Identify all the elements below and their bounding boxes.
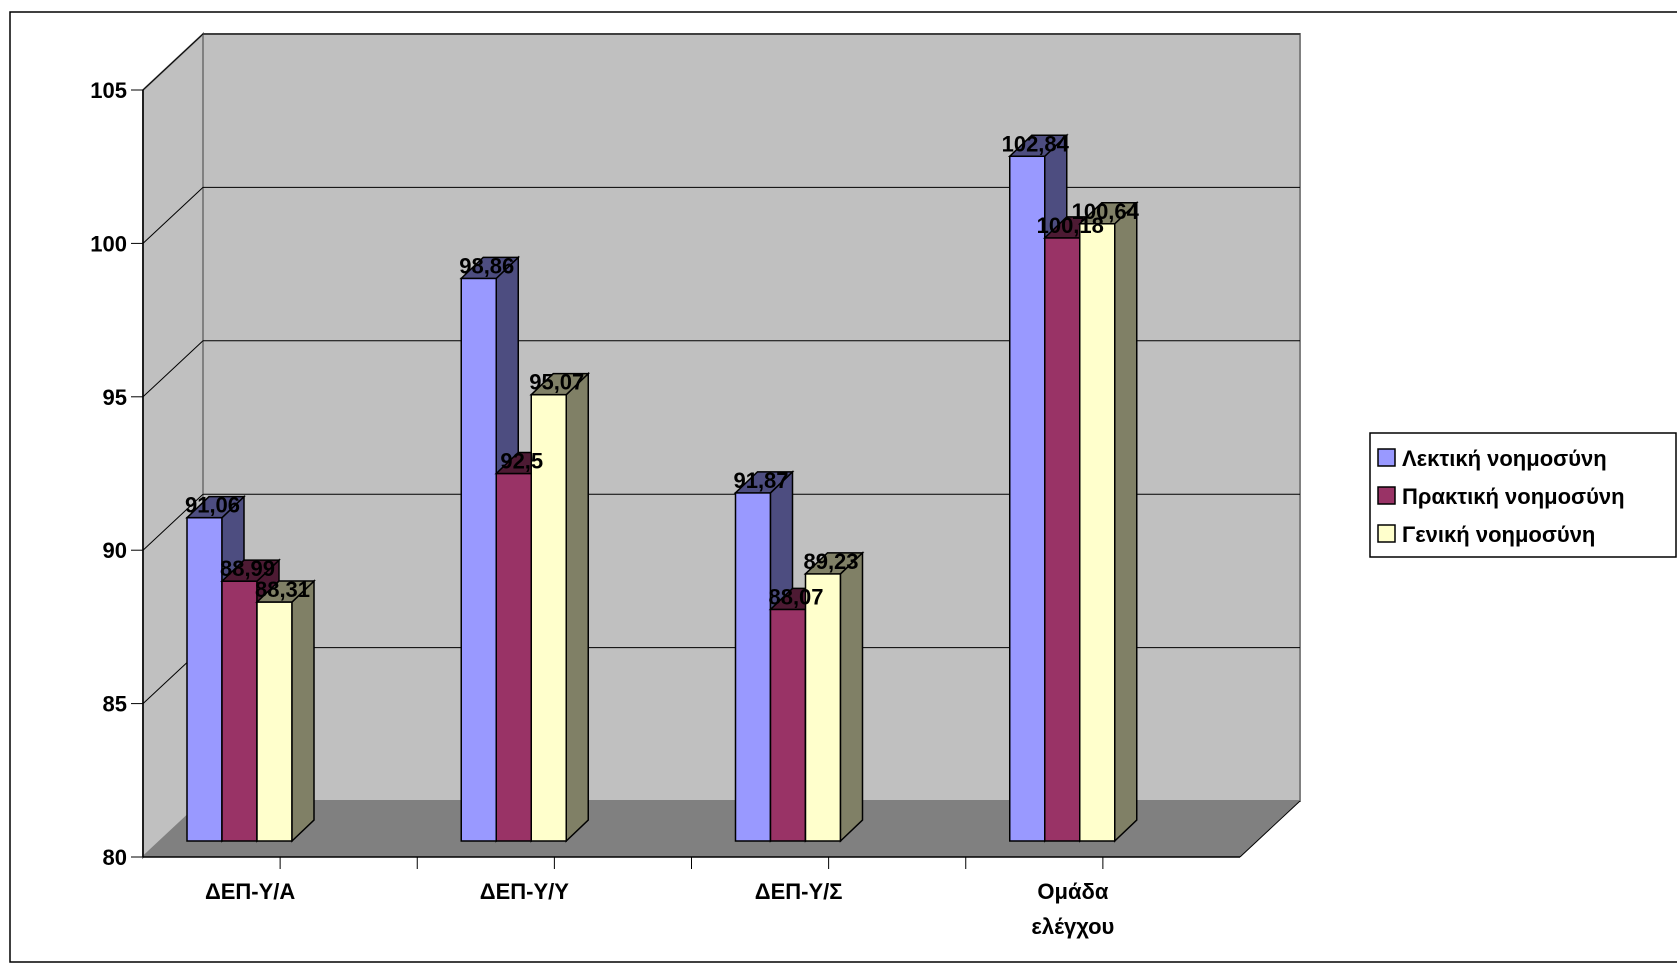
bar-top	[255, 580, 316, 603]
data-label: 95,07	[529, 370, 584, 395]
bar-2-1	[221, 580, 258, 842]
bar-side	[839, 551, 864, 843]
x-tick-label: ΔΕΠ-Υ/Α	[205, 879, 295, 904]
bar-3-4	[1079, 223, 1116, 842]
legend-swatch	[1377, 524, 1396, 543]
x-tick-label: ΔΕΠ-Υ/Σ	[755, 879, 843, 904]
gridline-side	[142, 187, 204, 244]
data-label: 92,5	[500, 449, 543, 474]
y-tick-label: 85	[103, 692, 127, 717]
legend-swatch	[1377, 448, 1396, 467]
y-tick-label: 90	[103, 538, 127, 563]
bar-side	[565, 371, 589, 843]
bar-top	[1007, 134, 1069, 158]
bar-3-3	[804, 573, 842, 842]
gridline-side	[142, 33, 204, 91]
data-label: 100,64	[1072, 199, 1140, 224]
gridline-side	[142, 340, 204, 398]
legend-swatch	[1377, 486, 1396, 505]
data-label: 88,99	[220, 556, 275, 581]
legend	[1369, 432, 1677, 558]
bar-top	[185, 495, 246, 519]
bar-1-1	[186, 516, 223, 842]
data-label: 88,07	[768, 584, 823, 609]
data-label: 91,87	[733, 468, 788, 493]
bar-top	[733, 471, 795, 494]
legend-label: Πρακτική νοημοσύνη	[1402, 484, 1625, 509]
bar-top	[459, 256, 521, 280]
bar-1-4	[1009, 155, 1046, 842]
x-tick-label: ΔΕΠ-Υ/Υ	[480, 879, 569, 904]
y-tick-label: 80	[103, 845, 127, 870]
gridline-side	[142, 493, 204, 551]
legend-label: Λεκτική νοημοσύνη	[1402, 446, 1607, 471]
y-tick-label: 95	[103, 385, 127, 410]
bar-top	[529, 372, 591, 396]
bar-top	[1077, 202, 1139, 225]
bar-1-3	[734, 492, 772, 842]
data-label: 102,84	[1002, 131, 1070, 156]
bar-side	[1114, 201, 1138, 843]
data-label: 91,06	[185, 493, 240, 518]
bar-top	[803, 552, 865, 575]
x-tick-label: ελέγχου	[1031, 914, 1114, 939]
data-label: 100,18	[1037, 213, 1104, 238]
floor-edge	[1239, 800, 1301, 858]
bar-side	[291, 579, 315, 843]
bar-top	[220, 559, 281, 582]
bar-1-2	[460, 277, 497, 842]
chart-frame	[9, 11, 1677, 963]
bar-3-1	[256, 601, 293, 842]
bar-2-4	[1044, 237, 1081, 842]
y-tick-label: 100	[90, 231, 127, 256]
data-label: 89,23	[803, 549, 858, 574]
data-label: 98,86	[459, 253, 514, 278]
bar-2-3	[769, 608, 807, 842]
x-tick-label: Ομάδα	[1037, 879, 1108, 904]
bar-2-2	[495, 472, 532, 842]
y-tick-label: 105	[90, 78, 127, 103]
legend-label: Γενική νοημοσύνη	[1402, 522, 1595, 547]
data-label: 88,31	[255, 577, 310, 602]
